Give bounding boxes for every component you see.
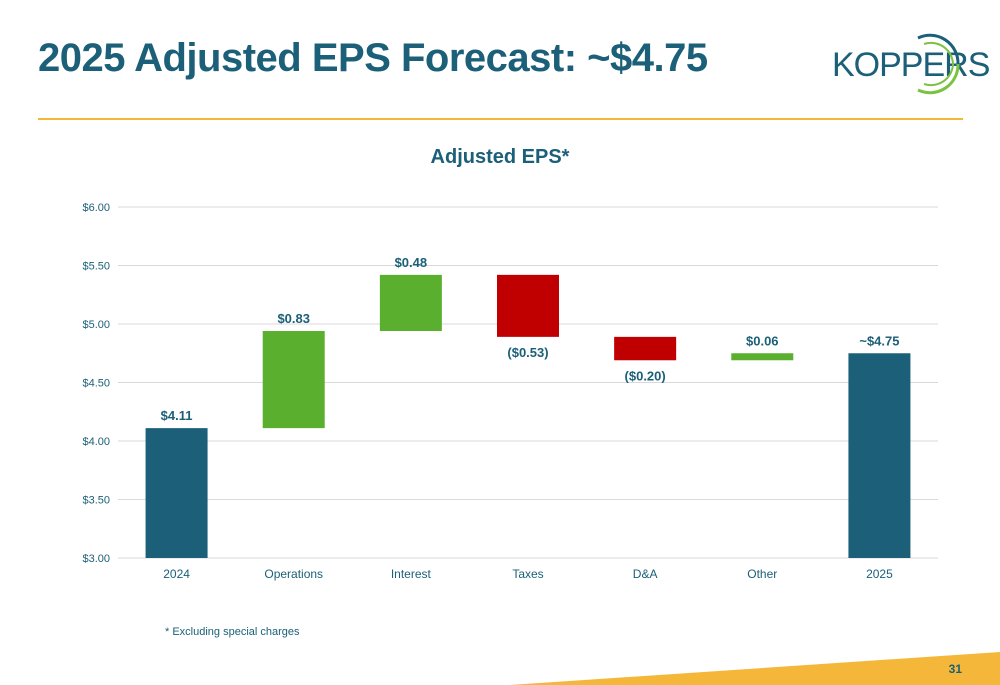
y-tick-label: $4.00	[82, 436, 110, 448]
koppers-arc-icon	[917, 33, 960, 95]
bar-2025	[848, 353, 911, 558]
y-tick-label: $5.00	[82, 319, 110, 331]
footnote: * Excluding special charges	[165, 626, 300, 638]
bar-operations	[262, 331, 325, 429]
x-tick-label: Interest	[391, 567, 432, 581]
x-tick-label: D&A	[633, 567, 658, 581]
x-tick-label: Taxes	[512, 567, 543, 581]
x-tick-label: Other	[747, 567, 777, 581]
title-divider	[38, 118, 963, 120]
data-label: $0.06	[746, 333, 779, 348]
chart-title: Adjusted EPS*	[430, 146, 570, 168]
logo-wordmark: KOPPERS	[832, 46, 990, 84]
bar-taxes	[497, 274, 559, 337]
bar-interest	[379, 274, 442, 332]
y-tick-label: $6.00	[82, 202, 110, 214]
bar-d-a	[614, 336, 677, 361]
data-label: $0.83	[277, 311, 310, 326]
x-tick-label: 2024	[163, 567, 190, 581]
corner-swoosh-decoration	[510, 652, 1000, 685]
x-tick-label: 2025	[866, 567, 893, 581]
data-label: ~$4.75	[859, 333, 899, 348]
data-label: ($0.53)	[507, 345, 548, 360]
slide-title: 2025 Adjusted EPS Forecast: ~$4.75	[38, 36, 708, 80]
data-label: $0.48	[395, 255, 428, 270]
bar-2024	[145, 428, 208, 558]
company-logo: KOPPERS	[826, 32, 990, 96]
data-label: ($0.20)	[625, 368, 666, 383]
bar-other	[731, 353, 794, 361]
y-tick-label: $4.50	[82, 378, 110, 390]
data-label: $4.11	[161, 408, 193, 423]
page-number: 31	[948, 662, 962, 676]
y-tick-label: $5.50	[82, 261, 110, 273]
y-tick-label: $3.00	[82, 553, 110, 565]
waterfall-chart: $3.00 $3.50 $4.00 $4.50 $5.00 $5.50 $6.00 $4.11…	[82, 202, 938, 581]
y-tick-label: $3.50	[82, 495, 110, 507]
x-tick-label: Operations	[264, 567, 323, 581]
